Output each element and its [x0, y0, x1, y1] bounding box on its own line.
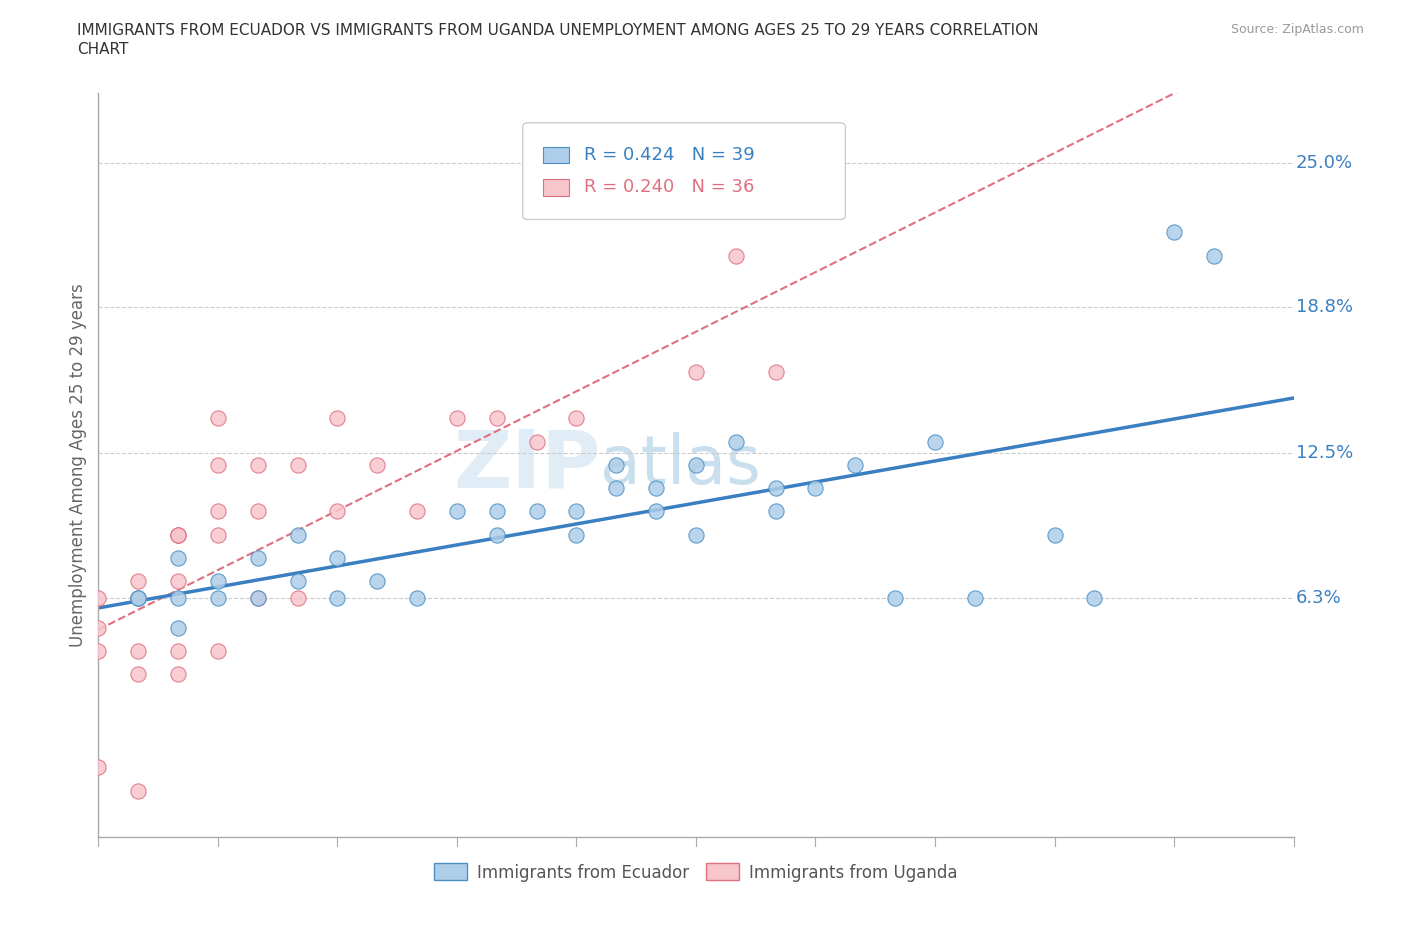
Point: [127, 574, 149, 589]
Point: [167, 667, 190, 682]
Point: [246, 458, 269, 472]
Text: IMMIGRANTS FROM ECUADOR VS IMMIGRANTS FROM UGANDA UNEMPLOYMENT AMONG AGES 25 TO : IMMIGRANTS FROM ECUADOR VS IMMIGRANTS FR…: [77, 23, 1039, 38]
Bar: [543, 179, 569, 195]
Point: [207, 411, 229, 426]
Text: atlas: atlas: [600, 432, 761, 498]
Point: [87, 620, 110, 635]
Point: [87, 760, 110, 775]
Point: [765, 481, 787, 496]
Point: [884, 591, 907, 605]
Point: [963, 591, 986, 605]
Point: [765, 504, 787, 519]
Point: [207, 591, 229, 605]
Point: [167, 574, 190, 589]
Point: [287, 574, 309, 589]
Point: [167, 551, 190, 565]
Point: [605, 458, 627, 472]
Point: [1163, 225, 1185, 240]
Point: [167, 527, 190, 542]
Point: [87, 591, 110, 605]
Text: CHART: CHART: [77, 42, 129, 57]
Point: [485, 527, 508, 542]
Text: 12.5%: 12.5%: [1296, 445, 1353, 462]
FancyBboxPatch shape: [523, 123, 845, 219]
Point: [765, 365, 787, 379]
Point: [127, 783, 149, 798]
Point: [207, 527, 229, 542]
Point: [565, 504, 588, 519]
Point: [246, 591, 269, 605]
Point: [406, 591, 429, 605]
Point: [246, 591, 269, 605]
Point: [406, 504, 429, 519]
Bar: [543, 147, 569, 163]
Point: [326, 591, 349, 605]
Point: [685, 365, 707, 379]
Point: [167, 527, 190, 542]
Point: [526, 434, 548, 449]
Point: [287, 591, 309, 605]
Point: [87, 644, 110, 658]
Text: R = 0.424   N = 39: R = 0.424 N = 39: [583, 146, 755, 164]
Point: [287, 527, 309, 542]
Point: [167, 644, 190, 658]
Point: [1202, 248, 1225, 263]
Point: [565, 411, 588, 426]
Y-axis label: Unemployment Among Ages 25 to 29 years: Unemployment Among Ages 25 to 29 years: [69, 283, 87, 647]
Point: [326, 411, 349, 426]
Point: [207, 458, 229, 472]
Point: [167, 591, 190, 605]
Point: [605, 481, 627, 496]
Point: [645, 504, 668, 519]
Point: [446, 504, 468, 519]
Point: [844, 458, 866, 472]
Point: [167, 527, 190, 542]
Point: [685, 458, 707, 472]
Point: [724, 248, 747, 263]
Point: [366, 574, 388, 589]
Point: [685, 527, 707, 542]
Point: [724, 434, 747, 449]
Point: [127, 591, 149, 605]
Point: [645, 481, 668, 496]
Text: 6.3%: 6.3%: [1296, 589, 1341, 606]
Point: [246, 551, 269, 565]
Point: [326, 504, 349, 519]
Point: [1083, 591, 1105, 605]
Point: [207, 574, 229, 589]
Point: [1043, 527, 1066, 542]
Point: [326, 551, 349, 565]
Point: [526, 504, 548, 519]
Point: [485, 411, 508, 426]
Text: 18.8%: 18.8%: [1296, 298, 1353, 316]
Point: [127, 644, 149, 658]
Point: [167, 620, 190, 635]
Text: ZIP: ZIP: [453, 426, 600, 504]
Text: Source: ZipAtlas.com: Source: ZipAtlas.com: [1230, 23, 1364, 36]
Point: [366, 458, 388, 472]
Point: [446, 411, 468, 426]
Legend: Immigrants from Ecuador, Immigrants from Uganda: Immigrants from Ecuador, Immigrants from…: [427, 857, 965, 888]
Point: [924, 434, 946, 449]
Point: [246, 504, 269, 519]
Point: [485, 504, 508, 519]
Point: [127, 667, 149, 682]
Text: 25.0%: 25.0%: [1296, 153, 1353, 172]
Point: [127, 591, 149, 605]
Point: [207, 644, 229, 658]
Point: [287, 458, 309, 472]
Point: [207, 504, 229, 519]
Point: [804, 481, 827, 496]
Point: [565, 527, 588, 542]
Text: R = 0.240   N = 36: R = 0.240 N = 36: [583, 179, 754, 196]
Point: [127, 591, 149, 605]
